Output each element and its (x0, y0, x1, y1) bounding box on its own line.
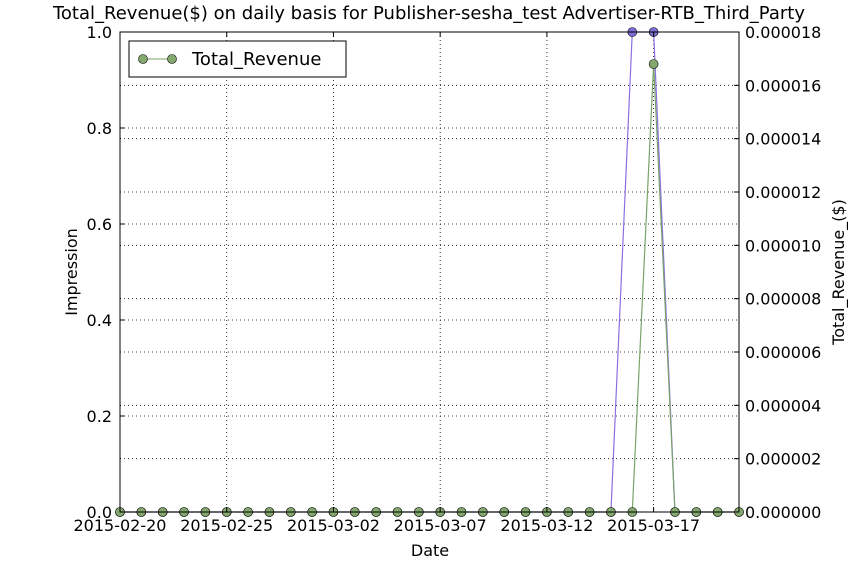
y-right-tick-label: 0.000016 (745, 76, 821, 95)
y-right-tick-label: 0.000014 (745, 130, 821, 149)
grid-lines (119, 31, 739, 513)
y-right-tick-label: 0.000010 (745, 236, 821, 255)
series-2-line (120, 63, 739, 513)
y-axis-left-label: Impression (62, 228, 81, 316)
y-axis-right-label: Total_Revenue_($) (829, 199, 849, 346)
y-left-tick-label: 0.0 (87, 503, 112, 522)
series-1-line (120, 31, 739, 513)
y-right-tick-label: 0.000018 (745, 23, 821, 42)
legend-label: Total_Revenue (191, 49, 321, 70)
y-left-tick-label: 0.8 (87, 119, 112, 138)
y-right-tick-label: 0.000006 (745, 343, 821, 362)
y-right-tick-label: 0.000002 (745, 450, 821, 469)
x-tick-label: 2015-02-25 (180, 516, 273, 535)
y-left-tick-label: 0.6 (87, 215, 112, 234)
axis-ticks: 2015-02-20 2015-02-25 2015-03-02 2015-03-07… (74, 23, 822, 535)
plot-frame (119, 31, 740, 513)
y-left-tick-label: 0.2 (87, 407, 112, 426)
legend-marker-swatch (167, 54, 177, 64)
y-right-tick-label: 0.000000 (745, 503, 821, 522)
series-2-point (648, 59, 659, 69)
y-right-tick-label: 0.000012 (745, 183, 821, 202)
y-right-tick-label: 0.000004 (745, 396, 821, 415)
chart-title: Total_Revenue($) on daily basis for Publ… (52, 3, 805, 24)
x-tick-label: 2015-03-12 (500, 516, 593, 535)
data-series (115, 27, 744, 517)
x-tick-label: 2015-03-02 (287, 516, 380, 535)
legend: Total_Revenue (128, 40, 347, 78)
x-tick-label: 2015-03-07 (394, 516, 487, 535)
x-tick-label: 2015-02-20 (74, 516, 167, 535)
legend-marker-swatch (138, 54, 148, 64)
x-tick-label: 2015-03-17 (607, 516, 700, 535)
y-left-tick-label: 1.0 (87, 23, 112, 42)
y-left-tick-label: 0.4 (87, 311, 112, 330)
y-right-tick-label: 0.000008 (745, 290, 821, 309)
x-axis-label: Date (411, 541, 449, 560)
